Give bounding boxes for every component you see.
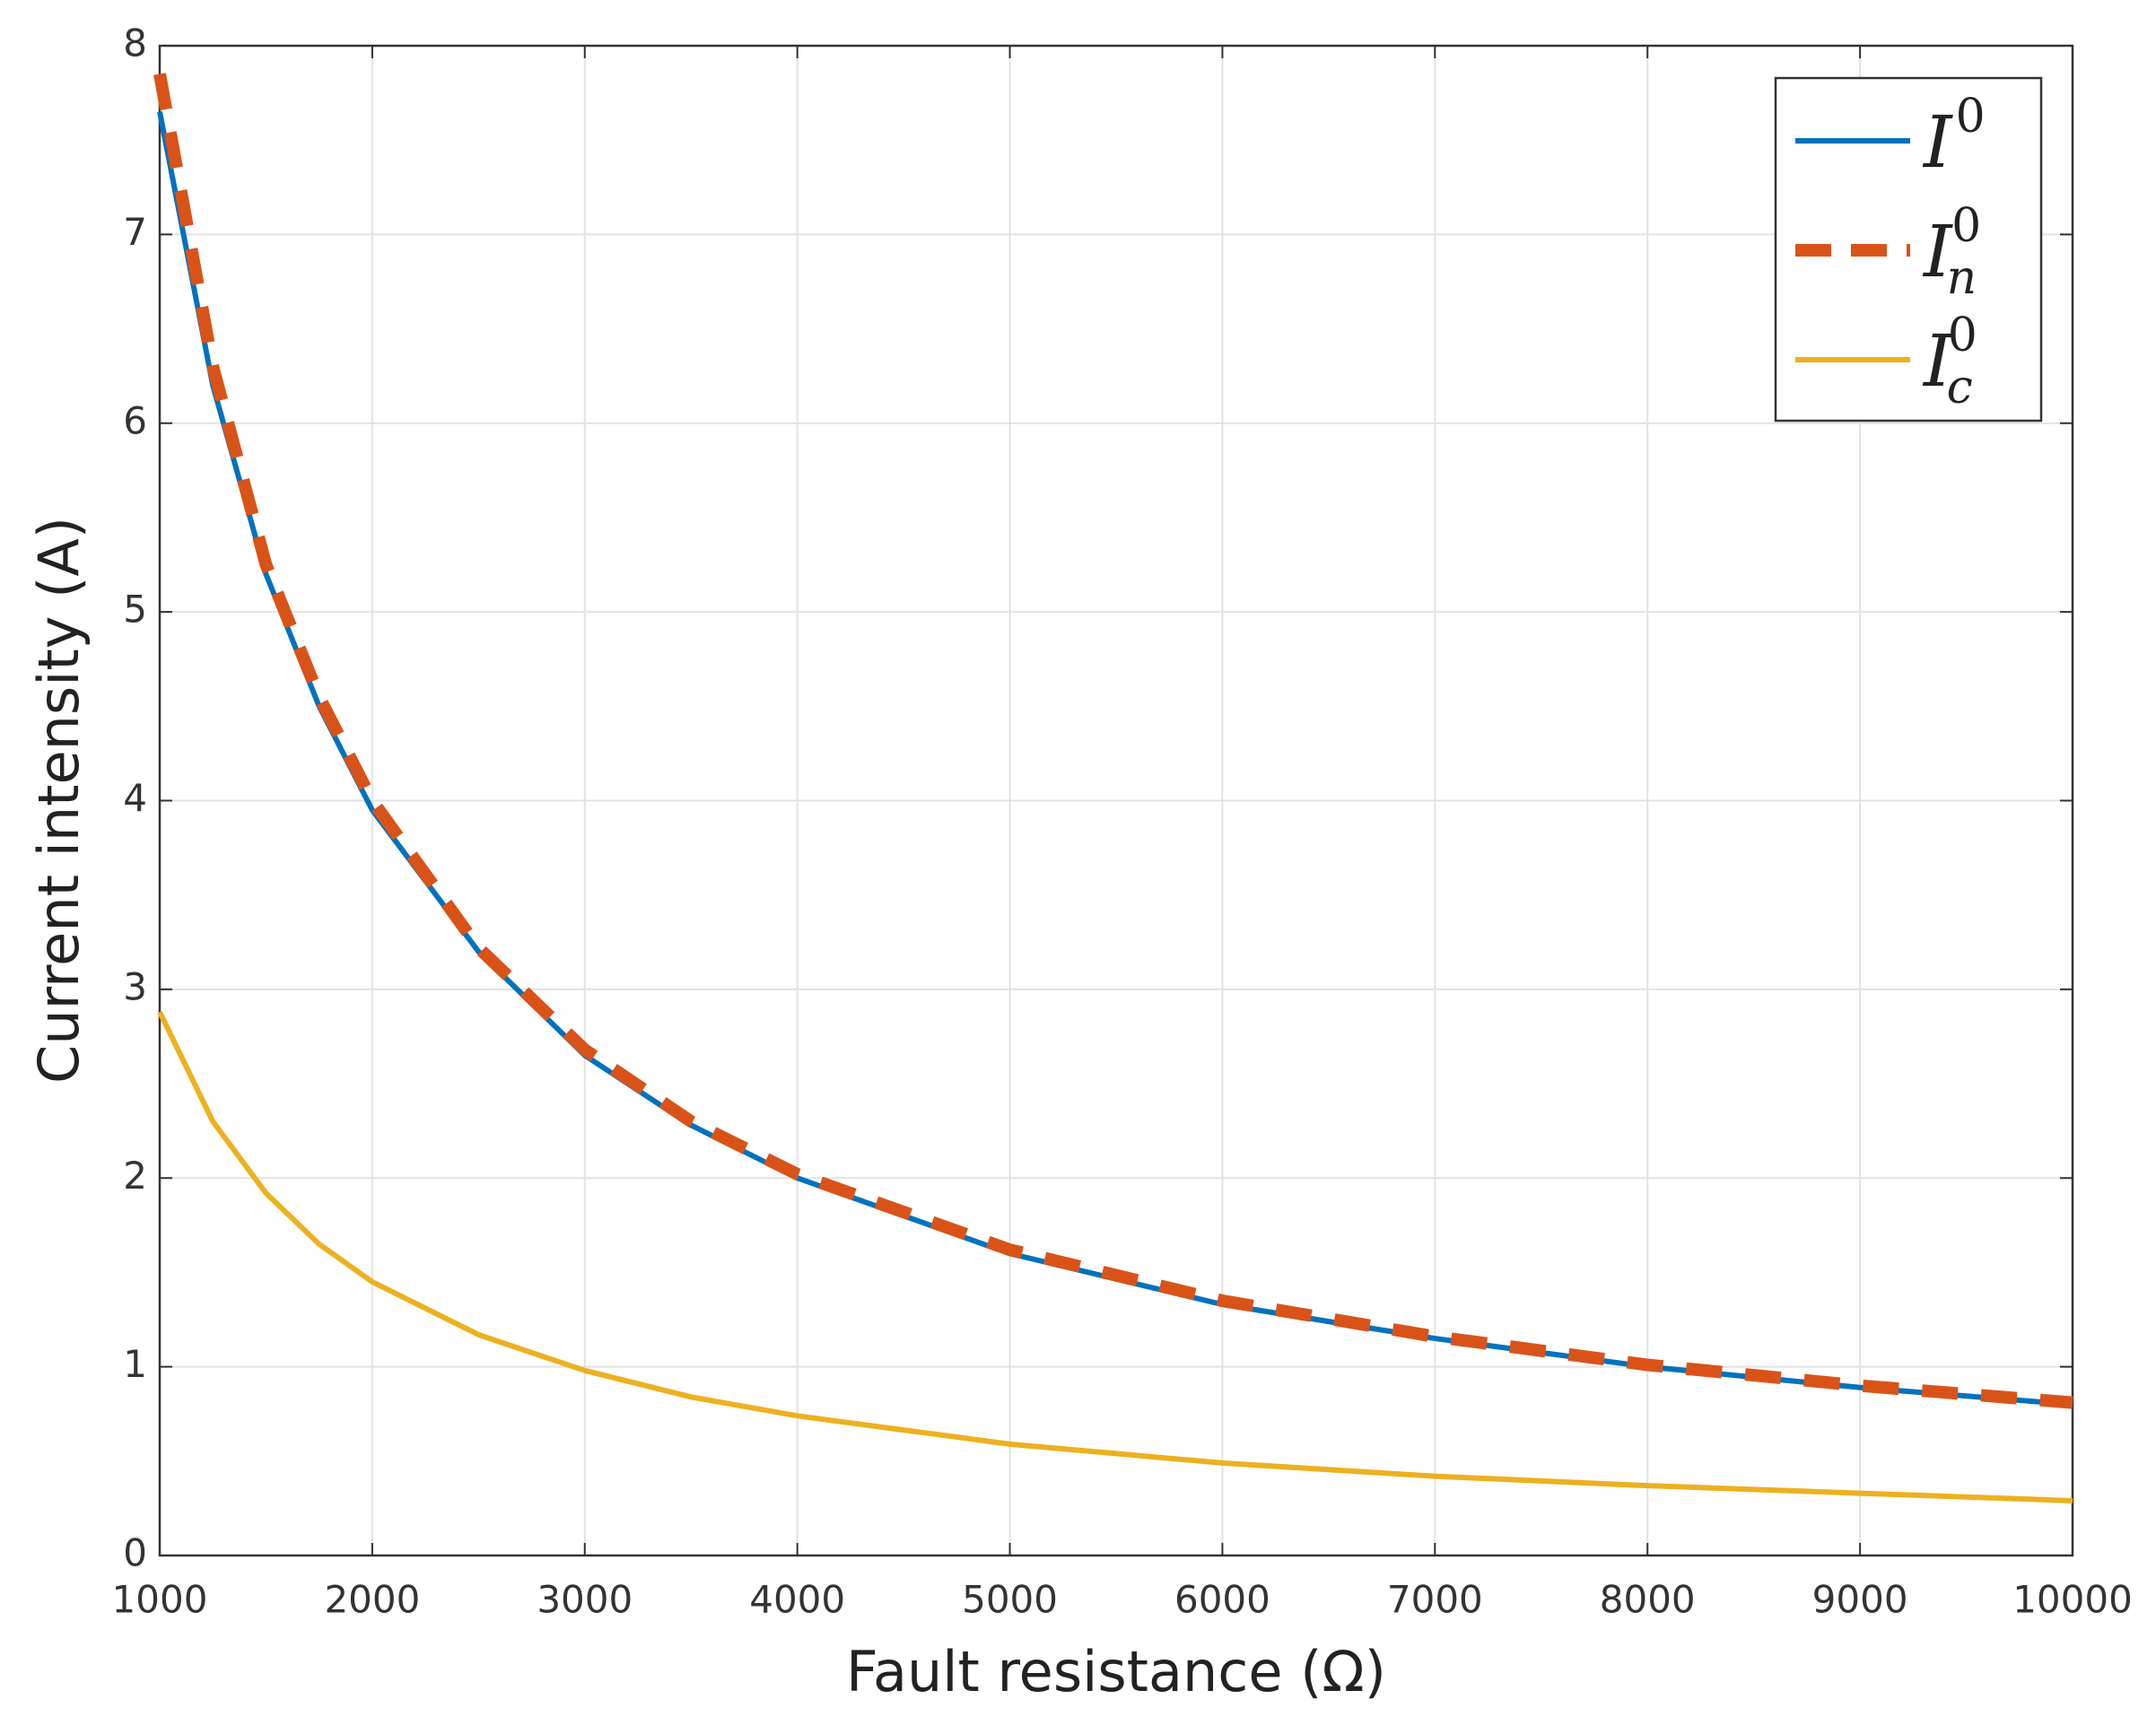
y-tick-label: 0 (123, 1531, 147, 1575)
x-tick-label: 7000 (1387, 1578, 1483, 1622)
x-tick-label: 2000 (324, 1578, 420, 1622)
y-tick-label: 4 (123, 776, 147, 820)
plot-frame (158, 44, 2074, 1557)
y-tick-label: 1 (123, 1342, 147, 1386)
x-tick-label: 8000 (1600, 1578, 1696, 1622)
y-tick-label: 3 (123, 964, 147, 1008)
y-tick-label: 8 (123, 22, 147, 65)
x-tick-label: 10000 (2012, 1578, 2133, 1622)
x-tick-label: 5000 (962, 1578, 1058, 1622)
series-line (157, 1010, 2073, 1503)
x-tick-label: 3000 (537, 1578, 633, 1622)
y-tick-label: 7 (123, 210, 147, 254)
y-axis-label: Current intensity (A) (26, 517, 92, 1084)
x-axis-label: Fault resistance (Ω) (846, 1639, 1386, 1704)
x-tick-label: 6000 (1174, 1578, 1270, 1622)
legend-label: Ic0 (1922, 309, 1977, 414)
x-tick-label: 9000 (1812, 1578, 1908, 1622)
legend-label: In0 (1922, 199, 1981, 305)
legend-label: I0 (1922, 90, 1986, 185)
y-tick-label: 6 (123, 398, 147, 442)
x-tick-label: 4000 (749, 1578, 845, 1622)
series-line (153, 73, 2073, 1409)
y-tick-label: 2 (123, 1154, 147, 1198)
x-tick-label: 1000 (112, 1578, 208, 1622)
y-tick-label: 5 (123, 588, 147, 632)
